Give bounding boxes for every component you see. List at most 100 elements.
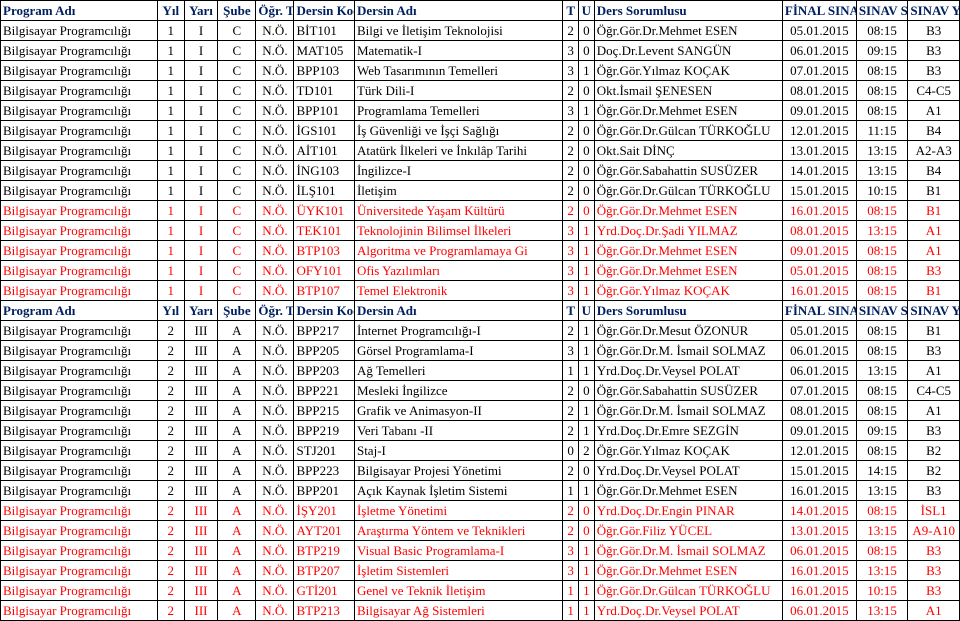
hdr-yil: Yıl xyxy=(157,301,184,321)
table-row: Bilgisayar Programcılığı2IIIAN.Ö.STJ201S… xyxy=(1,441,960,461)
cell-ad: Grafik ve Animasyon-II xyxy=(354,401,562,421)
hdr-sor: Ders Sorumlusu xyxy=(594,1,782,21)
cell-ad: İngilizce-I xyxy=(354,161,562,181)
cell-kod: BPP217 xyxy=(294,321,354,341)
cell-yer: A1 xyxy=(908,241,960,261)
cell-yil: 1 xyxy=(157,121,184,141)
cell-saat: 11:15 xyxy=(856,121,908,141)
hdr-ad: Dersin Adı xyxy=(354,1,562,21)
cell-u: 0 xyxy=(579,21,595,41)
cell-tarih: 13.01.2015 xyxy=(782,521,856,541)
cell-tarih: 12.01.2015 xyxy=(782,441,856,461)
cell-kod: BPP205 xyxy=(294,341,354,361)
hdr-t: T xyxy=(563,1,579,21)
cell-saat: 13:15 xyxy=(856,481,908,501)
cell-kod: BPP203 xyxy=(294,361,354,381)
cell-ad: Visual Basic Programlama-I xyxy=(354,541,562,561)
cell-sor: Öğr.Gör.Sabahattin SUSÜZER xyxy=(594,381,782,401)
cell-yil: 2 xyxy=(157,361,184,381)
cell-tarih: 15.01.2015 xyxy=(782,181,856,201)
cell-tur: N.Ö. xyxy=(256,341,294,361)
cell-saat: 08:15 xyxy=(856,261,908,281)
cell-tarih: 05.01.2015 xyxy=(782,261,856,281)
cell-yer: A1 xyxy=(908,601,960,621)
cell-sor: Yrd.Doç.Dr.Şadi YILMAZ xyxy=(594,221,782,241)
cell-u: 1 xyxy=(579,281,595,301)
cell-sor: Öğr.Gör.Dr.Mehmet ESEN xyxy=(594,261,782,281)
cell-sor: Öğr.Gör.Dr.Mehmet ESEN xyxy=(594,241,782,261)
cell-tarih: 06.01.2015 xyxy=(782,541,856,561)
cell-t: 3 xyxy=(563,261,579,281)
cell-saat: 09:15 xyxy=(856,41,908,61)
cell-u: 0 xyxy=(579,501,595,521)
cell-ad: Türk Dili-I xyxy=(354,81,562,101)
cell-yar: III xyxy=(184,541,218,561)
hdr-sor: Ders Sorumlusu xyxy=(594,301,782,321)
cell-sube: A xyxy=(218,521,256,541)
cell-yil: 2 xyxy=(157,601,184,621)
cell-yer: B3 xyxy=(908,421,960,441)
cell-yer: A1 xyxy=(908,361,960,381)
table-row: Bilgisayar Programcılığı1ICN.Ö.İNG103İng… xyxy=(1,161,960,181)
cell-program: Bilgisayar Programcılığı xyxy=(1,541,158,561)
cell-tarih: 16.01.2015 xyxy=(782,561,856,581)
cell-tarih: 08.01.2015 xyxy=(782,81,856,101)
cell-yil: 2 xyxy=(157,541,184,561)
cell-sube: A xyxy=(218,481,256,501)
cell-u: 1 xyxy=(579,561,595,581)
cell-u: 0 xyxy=(579,201,595,221)
hdr-program: Program Adı xyxy=(1,1,158,21)
cell-tarih: 16.01.2015 xyxy=(782,281,856,301)
cell-ad: İş Güvenliği ve İşçi Sağlığı xyxy=(354,121,562,141)
cell-yar: III xyxy=(184,581,218,601)
cell-program: Bilgisayar Programcılığı xyxy=(1,461,158,481)
cell-t: 1 xyxy=(563,481,579,501)
table-row: Bilgisayar Programcılığı1ICN.Ö.BPP101Pro… xyxy=(1,101,960,121)
cell-yer: B3 xyxy=(908,561,960,581)
cell-yer: A9-A10 xyxy=(908,521,960,541)
cell-tur: N.Ö. xyxy=(256,221,294,241)
cell-ad: Genel ve Teknik İletişim xyxy=(354,581,562,601)
cell-t: 0 xyxy=(563,441,579,461)
hdr-tarih: FİNAL SINAV xyxy=(782,1,856,21)
cell-yar: I xyxy=(184,41,218,61)
cell-sor: Yrd.Doç.Dr.Engin PINAR xyxy=(594,501,782,521)
cell-tur: N.Ö. xyxy=(256,381,294,401)
cell-yil: 2 xyxy=(157,481,184,501)
cell-ad: Algoritma ve Programlamaya Gi xyxy=(354,241,562,261)
cell-sor: Öğr.Gör.Yılmaz KOÇAK xyxy=(594,281,782,301)
cell-sor: Öğr.Gör.Dr.M. İsmail SOLMAZ xyxy=(594,541,782,561)
cell-tur: N.Ö. xyxy=(256,281,294,301)
cell-program: Bilgisayar Programcılığı xyxy=(1,241,158,261)
cell-yer: A1 xyxy=(908,221,960,241)
cell-sor: Öğr.Gör.Dr.Gülcan TÜRKOĞLU xyxy=(594,181,782,201)
cell-yil: 2 xyxy=(157,501,184,521)
table-row: Bilgisayar Programcılığı1ICN.Ö.İLŞ101İle… xyxy=(1,181,960,201)
hdr-yar: Yarı xyxy=(184,301,218,321)
cell-tarih: 14.01.2015 xyxy=(782,501,856,521)
cell-program: Bilgisayar Programcılığı xyxy=(1,521,158,541)
cell-sor: Okt.İsmail ŞENESEN xyxy=(594,81,782,101)
cell-u: 0 xyxy=(579,161,595,181)
cell-saat: 13:15 xyxy=(856,221,908,241)
table-row: Bilgisayar Programcılığı1ICN.Ö.TEK101Tek… xyxy=(1,221,960,241)
table-row: Bilgisayar Programcılığı2IIIAN.Ö.BPP223B… xyxy=(1,461,960,481)
cell-program: Bilgisayar Programcılığı xyxy=(1,401,158,421)
cell-tarih: 16.01.2015 xyxy=(782,581,856,601)
cell-program: Bilgisayar Programcılığı xyxy=(1,61,158,81)
cell-kod: TEK101 xyxy=(294,221,354,241)
cell-sube: C xyxy=(218,281,256,301)
cell-tarih: 08.01.2015 xyxy=(782,401,856,421)
cell-tarih: 15.01.2015 xyxy=(782,461,856,481)
table-row: Bilgisayar Programcılığı2IIIAN.Ö.BPP203A… xyxy=(1,361,960,381)
cell-kod: BPP201 xyxy=(294,481,354,501)
cell-sor: Öğr.Gör.Dr.Mehmet ESEN xyxy=(594,561,782,581)
cell-sube: C xyxy=(218,41,256,61)
cell-u: 1 xyxy=(579,421,595,441)
cell-yer: B1 xyxy=(908,181,960,201)
cell-yer: A1 xyxy=(908,101,960,121)
hdr-yer: SINAV YERİ xyxy=(908,1,960,21)
cell-tur: N.Ö. xyxy=(256,201,294,221)
cell-kod: BPP221 xyxy=(294,381,354,401)
cell-saat: 13:15 xyxy=(856,561,908,581)
